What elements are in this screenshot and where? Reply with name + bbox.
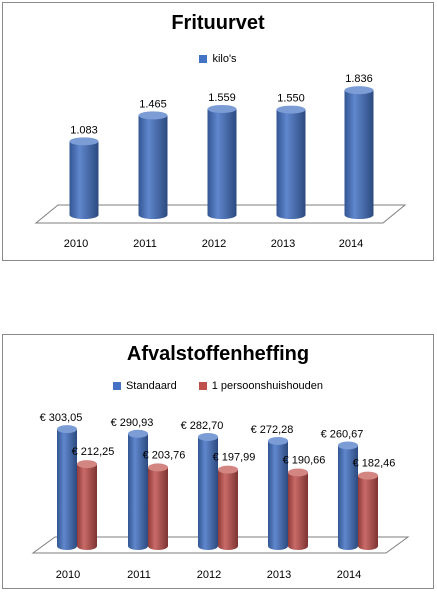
bar <box>148 467 168 550</box>
bar-top <box>148 463 168 472</box>
plot-area: 1.083 1.465 1.559 1.550 1.836 2010 2011 2012 201… <box>34 73 407 250</box>
x-tick-label: 2010 <box>64 238 88 250</box>
bar <box>128 433 148 550</box>
x-tick-label: 2010 <box>56 569 80 581</box>
data-label: € 203,76 <box>143 449 186 461</box>
bar <box>69 141 99 219</box>
x-tick-label: 2012 <box>202 238 226 250</box>
x-tick-label: 2011 <box>133 238 157 250</box>
legend-item: kilo's <box>199 53 237 65</box>
bar-top <box>128 429 148 438</box>
bar-top <box>288 468 308 477</box>
bar-top <box>69 137 99 146</box>
legend-swatch <box>112 382 121 390</box>
bar <box>288 472 308 550</box>
plot-area: € 303,05 € 290,93 € 282,70 € 272,28 € 260,67… <box>31 412 410 581</box>
legend-swatch <box>199 55 208 63</box>
x-tick-label: 2014 <box>337 569 361 581</box>
legend-item: 1 persoonshuishouden <box>198 380 324 392</box>
data-label: 1.083 <box>70 124 98 136</box>
bar <box>344 90 374 219</box>
x-tick-label: 2013 <box>267 569 291 581</box>
chart-title: Frituurvet <box>171 12 265 34</box>
bar <box>77 464 97 550</box>
legend-label: 1 persoonshuishouden <box>211 380 324 392</box>
legend-swatch <box>198 382 207 390</box>
chart-title: Afvalstoffenheffing <box>126 343 310 365</box>
chart-afvalstoffenheffing: Afvalstoffenheffing Standaard 1 persoons… <box>2 334 434 589</box>
bar-top <box>138 111 168 120</box>
data-label: 1.559 <box>208 92 236 104</box>
data-label: € 290,93 <box>111 417 154 429</box>
bar-top <box>338 441 358 450</box>
legend: Standaard 1 persoonshuishouden <box>3 380 433 392</box>
x-tick-label: 2013 <box>271 238 295 250</box>
data-label: € 190,66 <box>283 454 326 466</box>
data-label: 1.550 <box>277 93 305 105</box>
x-tick-label: 2011 <box>127 569 151 581</box>
bar-top <box>276 105 306 114</box>
data-label: € 260,67 <box>321 428 364 440</box>
bar <box>207 108 237 219</box>
bar-top <box>57 425 77 434</box>
legend-label: kilo's <box>212 53 237 65</box>
legend-item: Standaard <box>112 380 177 392</box>
bar <box>198 436 218 550</box>
bar <box>276 109 306 219</box>
bar-top <box>207 104 237 113</box>
data-label: € 303,05 <box>40 412 83 424</box>
data-label: 1.465 <box>139 98 167 110</box>
legend-label: Standaard <box>125 380 177 392</box>
bar-top <box>344 86 374 95</box>
bar <box>268 440 288 550</box>
bar-top <box>218 465 238 474</box>
data-label: € 272,28 <box>251 424 294 436</box>
bar <box>358 475 378 550</box>
x-tick-label: 2014 <box>339 238 363 250</box>
bar-top <box>358 471 378 480</box>
legend: kilo's <box>3 53 433 65</box>
bar-top <box>268 436 288 445</box>
data-label: € 282,70 <box>181 420 224 432</box>
data-label: € 212,25 <box>72 446 115 458</box>
data-label: € 197,99 <box>213 452 256 464</box>
bar-top <box>77 460 97 469</box>
bar <box>57 429 77 550</box>
bar <box>138 115 168 219</box>
x-tick-label: 2012 <box>197 569 221 581</box>
data-label: € 182,46 <box>353 458 396 470</box>
bar-top <box>198 432 218 441</box>
bar <box>338 445 358 550</box>
chart-frituurvet: Frituurvet kilo's 1.083 1.465 1.559 1.550 1.… <box>2 2 434 261</box>
data-label: 1.836 <box>345 73 373 85</box>
bar <box>218 469 238 550</box>
